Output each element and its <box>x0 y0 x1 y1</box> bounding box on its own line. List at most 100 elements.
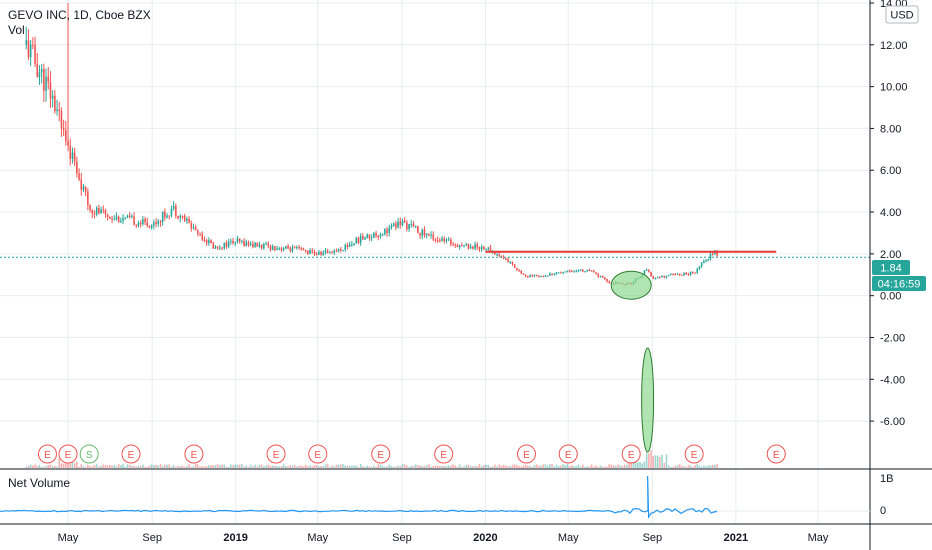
candle-body <box>289 248 292 252</box>
candle-body <box>318 251 320 255</box>
volume-bar <box>516 464 518 468</box>
volume-bar <box>606 466 608 468</box>
volume-bar <box>456 466 459 468</box>
candle-body <box>164 211 166 218</box>
volume-bar <box>674 466 677 468</box>
candle-body <box>689 271 692 275</box>
volume-bar <box>535 464 538 468</box>
candle-body <box>496 254 498 256</box>
candle-body <box>168 215 171 217</box>
candle-body <box>221 247 223 249</box>
candle-body <box>150 225 153 228</box>
time-axis[interactable]: May Sep 2019 May Sep 2020 May Sep 2021 May <box>58 532 829 544</box>
candle-body <box>333 250 336 253</box>
candle-body <box>465 244 468 246</box>
earnings-marker <box>766 444 786 464</box>
candle-body <box>159 220 162 223</box>
volume-bar <box>386 466 388 468</box>
candle-body <box>516 267 518 270</box>
volume-bar <box>186 466 188 468</box>
candle-body <box>384 229 386 235</box>
price-axis[interactable]: 14.00 12.00 10.00 8.00 6.00 4.00 2.00 0.00 -2.00… <box>870 0 908 428</box>
candle-body <box>56 109 58 112</box>
volume-bar <box>698 465 701 468</box>
volume-bar <box>205 466 208 468</box>
candle-body <box>355 237 358 244</box>
candle-body <box>78 173 80 180</box>
candle-body <box>507 259 509 263</box>
candle-body <box>197 230 199 234</box>
candle-body <box>557 272 560 274</box>
volume-bar <box>260 464 263 468</box>
volume-bar <box>274 465 276 468</box>
volume-bar <box>137 465 140 468</box>
volume-bar <box>36 466 39 468</box>
volume-bar <box>571 465 573 468</box>
candle-body <box>326 250 329 253</box>
volume-bar <box>322 466 325 468</box>
candle-body <box>71 152 74 159</box>
candle-body <box>258 244 261 247</box>
candle-body <box>280 248 283 251</box>
volume-bar <box>366 465 369 468</box>
candle-body <box>157 220 160 224</box>
volume-bar <box>296 466 298 468</box>
volume-bar <box>84 466 87 468</box>
volume-bar <box>681 465 683 468</box>
volume-bar <box>590 464 593 468</box>
candle-body <box>84 186 87 192</box>
volume-bar <box>34 464 36 468</box>
volume-bar <box>304 464 307 468</box>
volume-bar <box>450 465 452 468</box>
volume-bar <box>687 464 690 468</box>
volume-bar <box>342 464 344 468</box>
volume-bar <box>692 466 694 468</box>
volume-bar <box>256 466 259 468</box>
candle-body <box>397 221 399 228</box>
candle-body <box>694 272 696 274</box>
volume-bar <box>320 466 322 468</box>
candle-body <box>315 254 318 256</box>
earnings-marker-label: E <box>628 450 635 461</box>
candle-body <box>590 270 593 272</box>
candle-body <box>175 205 177 216</box>
candle-body <box>529 275 531 278</box>
candle-body <box>421 229 424 236</box>
volume-bar <box>80 464 83 468</box>
candle-body <box>601 276 604 278</box>
candle-body <box>659 277 661 279</box>
candle-body <box>531 275 534 277</box>
candle-body <box>126 215 129 218</box>
earnings-marker-label: E <box>314 450 321 461</box>
candle-body <box>705 260 707 262</box>
volume-bar <box>711 465 714 468</box>
candle-body <box>236 238 239 242</box>
y-tick-label: 4.00 <box>880 207 901 219</box>
candle-body <box>69 145 72 159</box>
earnings-marker <box>684 444 704 464</box>
candle-body <box>230 240 232 242</box>
volume-bar <box>509 466 512 468</box>
currency-button[interactable] <box>885 5 919 24</box>
candle-body <box>527 276 529 278</box>
y-tick-label: 0.00 <box>880 291 901 303</box>
candle-body <box>214 246 217 249</box>
volume-bar <box>500 465 503 468</box>
candle-body <box>203 239 206 241</box>
candle-body <box>65 130 67 142</box>
candle-body <box>681 274 683 276</box>
volume-bar <box>443 465 446 468</box>
volume-bar <box>76 461 78 468</box>
candle-body <box>40 68 43 73</box>
candle-body <box>599 276 602 278</box>
candle-body <box>27 40 30 58</box>
volume-bar <box>689 465 692 468</box>
volume-bar <box>626 464 628 468</box>
volume-bar <box>142 464 144 468</box>
candle-body <box>348 244 351 247</box>
volume-bar <box>122 464 124 468</box>
volume-bar <box>199 466 201 468</box>
candle-body <box>199 233 201 235</box>
volume-bar <box>465 464 468 468</box>
